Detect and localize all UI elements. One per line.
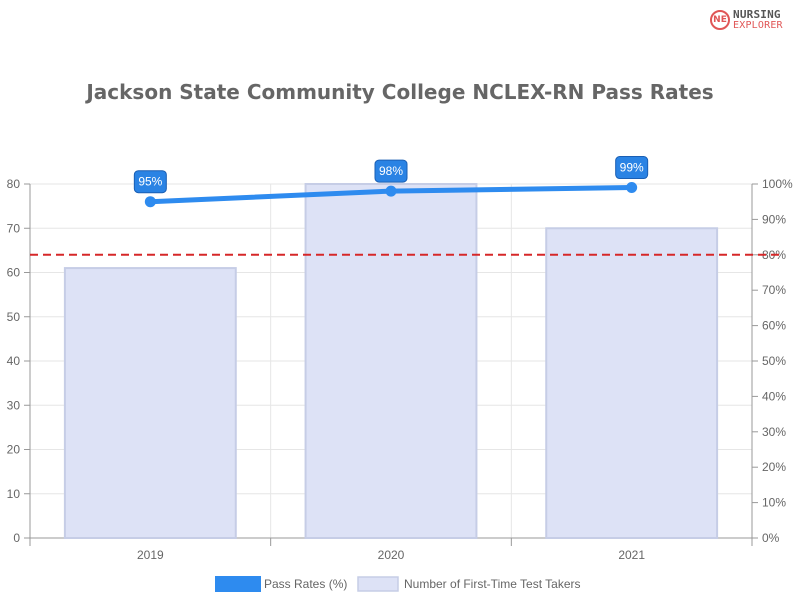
y-left-tick-label: 30: [7, 398, 21, 412]
logo-text: NURSING EXPLORER: [733, 9, 783, 31]
y-left-tick-label: 0: [13, 531, 20, 545]
y-right-tick-label: 40%: [762, 389, 786, 403]
y-left-tick-label: 80: [7, 177, 21, 191]
line-point-pass-rate: [385, 185, 397, 197]
x-tick-label: 2019: [137, 548, 164, 562]
data-label-pass-rate: 98%: [379, 164, 403, 178]
y-right-tick-label: 30%: [762, 425, 786, 439]
logo-icon: NE: [710, 10, 730, 30]
y-left-tick-label: 40: [7, 354, 21, 368]
y-right-tick-label: 100%: [762, 177, 793, 191]
legend-label-test-takers: Number of First-Time Test Takers: [404, 577, 580, 591]
y-left-tick-label: 10: [7, 487, 21, 501]
bar-first-time-test-takers: [63, 267, 237, 539]
x-tick-label: 2021: [618, 548, 645, 562]
y-right-tick-label: 20%: [762, 460, 786, 474]
legend-label-pass-rates: Pass Rates (%): [264, 577, 347, 591]
bar-first-time-test-takers: [304, 183, 478, 539]
y-right-tick-label: 0%: [762, 531, 780, 545]
bar-first-time-test-takers: [545, 227, 719, 539]
logo-line-1: NURSING: [733, 8, 781, 21]
data-label-pass-rate: 99%: [620, 161, 644, 175]
logo-line-2: EXPLORER: [733, 20, 783, 31]
legend-swatch-test-takers: [357, 576, 399, 592]
y-left-tick-label: 70: [7, 221, 21, 235]
y-right-tick-label: 50%: [762, 354, 786, 368]
chart-title: Jackson State Community College NCLEX-RN…: [86, 80, 714, 104]
y-left-tick-label: 50: [7, 310, 21, 324]
data-label-box: [133, 170, 167, 194]
line-point-pass-rate: [626, 182, 638, 194]
nursing-explorer-logo: NE NURSING EXPLORER: [710, 9, 783, 31]
legend-swatch-pass-rates: [215, 576, 261, 592]
data-label-box: [615, 156, 649, 180]
x-tick-label: 2020: [378, 548, 405, 562]
y-left-tick-label: 20: [7, 443, 21, 457]
y-right-tick-label: 10%: [762, 496, 786, 510]
y-right-tick-label: 90%: [762, 212, 786, 226]
y-right-tick-label: 60%: [762, 319, 786, 333]
data-label-pass-rate: 95%: [138, 175, 162, 189]
line-point-pass-rate: [144, 196, 156, 208]
data-label-box: [374, 159, 408, 183]
y-right-tick-label: 70%: [762, 283, 786, 297]
y-left-tick-label: 60: [7, 266, 21, 280]
